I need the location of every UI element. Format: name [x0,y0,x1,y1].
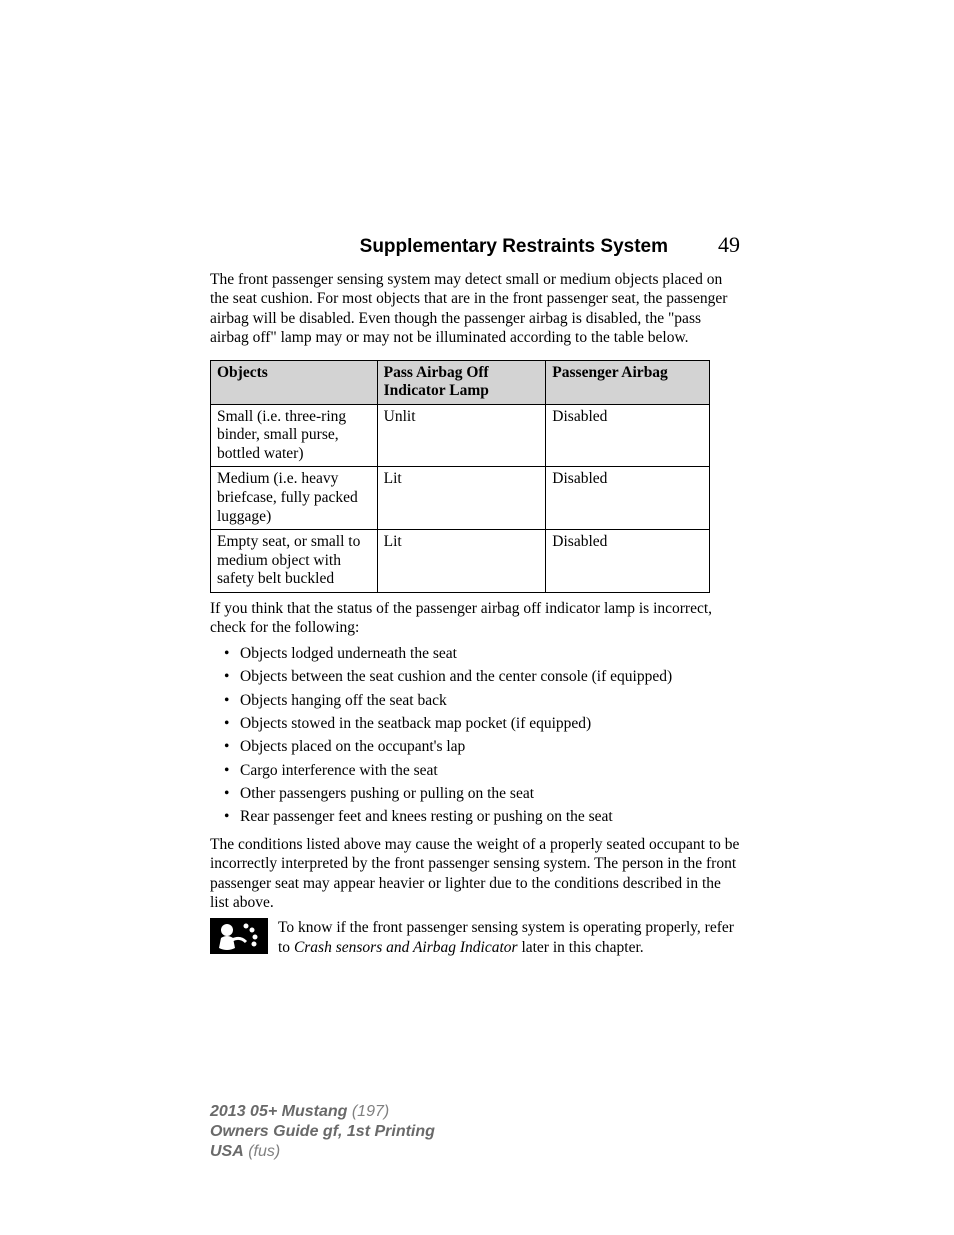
list-item: Other passengers pushing or pulling on t… [224,784,740,803]
check-intro: If you think that the status of the pass… [210,599,740,638]
footer-line-3: USA (fus) [210,1142,435,1162]
conditions-paragraph: The conditions listed above may cause th… [210,835,740,913]
list-item: Objects hanging off the seat back [224,691,740,710]
intro-paragraph: The front passenger sensing system may d… [210,270,740,348]
table-cell-objects: Empty seat, or small to medium object wi… [211,530,378,593]
airbag-icon [210,918,268,959]
table-row: Medium (i.e. heavy briefcase, fully pack… [211,467,710,530]
table-cell-objects: Medium (i.e. heavy briefcase, fully pack… [211,467,378,530]
icon-paragraph: To know if the front passenger sensing s… [210,918,740,959]
table-cell-airbag: Disabled [546,467,710,530]
table-header-airbag: Passenger Airbag [546,360,710,404]
table-row: Empty seat, or small to medium object wi… [211,530,710,593]
footer-line-1: 2013 05+ Mustang (197) [210,1102,435,1122]
icon-paragraph-text: To know if the front passenger sensing s… [278,918,740,957]
list-item: Cargo interference with the seat [224,761,740,780]
table-row: Small (i.e. three-ring binder, small pur… [211,404,710,467]
table-header-lamp: Pass Airbag Off Indicator Lamp [377,360,546,404]
list-item: Objects lodged underneath the seat [224,644,740,663]
footer-model: 2013 05+ Mustang [210,1103,347,1120]
footer-region: USA [210,1143,244,1160]
footer-line-2: Owners Guide gf, 1st Printing [210,1122,435,1142]
page-header: Supplementary Restraints System 49 [210,232,740,258]
table-header-objects: Objects [211,360,378,404]
table-header-row: Objects Pass Airbag Off Indicator Lamp P… [211,360,710,404]
list-item: Objects stowed in the seatback map pocke… [224,714,740,733]
list-item: Objects placed on the occupant's lap [224,737,740,756]
footer-region-code: (fus) [244,1143,280,1160]
footer-guide: Owners Guide gf, 1st Printing [210,1123,435,1140]
list-item: Rear passenger feet and knees resting or… [224,807,740,826]
table-cell-lamp: Lit [377,530,546,593]
list-item: Objects between the seat cushion and the… [224,667,740,686]
table-cell-airbag: Disabled [546,530,710,593]
objects-table: Objects Pass Airbag Off Indicator Lamp P… [210,360,710,594]
page-number: 49 [718,232,740,258]
icon-para-italic: Crash sensors and Airbag Indicator [294,939,518,956]
table-cell-lamp: Lit [377,467,546,530]
table-cell-lamp: Unlit [377,404,546,467]
table-cell-airbag: Disabled [546,404,710,467]
page-footer: 2013 05+ Mustang (197) Owners Guide gf, … [210,1102,435,1162]
table-cell-objects: Small (i.e. three-ring binder, small pur… [211,404,378,467]
section-title: Supplementary Restraints System [360,236,668,258]
footer-code: (197) [347,1103,389,1120]
icon-para-suffix: later in this chapter. [518,939,644,956]
check-list: Objects lodged underneath the seat Objec… [210,644,740,827]
